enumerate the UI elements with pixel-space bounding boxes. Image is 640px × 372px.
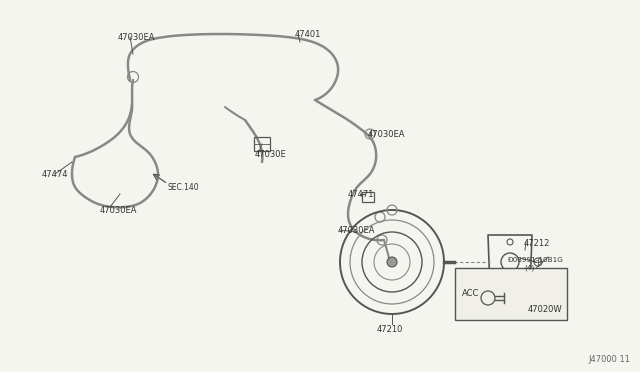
- Text: 47212: 47212: [524, 240, 550, 248]
- Text: ACC: ACC: [462, 289, 479, 298]
- Text: 47030E: 47030E: [255, 150, 287, 158]
- Bar: [362, 192, 374, 202]
- Bar: [455, 268, 567, 320]
- Text: SEC.140: SEC.140: [168, 183, 200, 192]
- Text: 47210: 47210: [377, 326, 403, 334]
- Circle shape: [387, 257, 397, 267]
- Text: 47474: 47474: [42, 170, 68, 179]
- Text: 47030EA: 47030EA: [368, 129, 406, 138]
- Text: Ð08991-10B1G: Ð08991-10B1G: [508, 257, 564, 263]
- Text: 47030EA: 47030EA: [118, 32, 156, 42]
- Text: 47030EA: 47030EA: [338, 225, 376, 234]
- Text: J47000 11: J47000 11: [588, 356, 630, 365]
- Bar: [254, 137, 270, 151]
- Text: 47030EA: 47030EA: [100, 205, 138, 215]
- Text: 47471: 47471: [348, 189, 374, 199]
- Text: 47020W: 47020W: [528, 305, 563, 314]
- Text: (4): (4): [524, 265, 534, 271]
- Text: 47401: 47401: [295, 29, 321, 38]
